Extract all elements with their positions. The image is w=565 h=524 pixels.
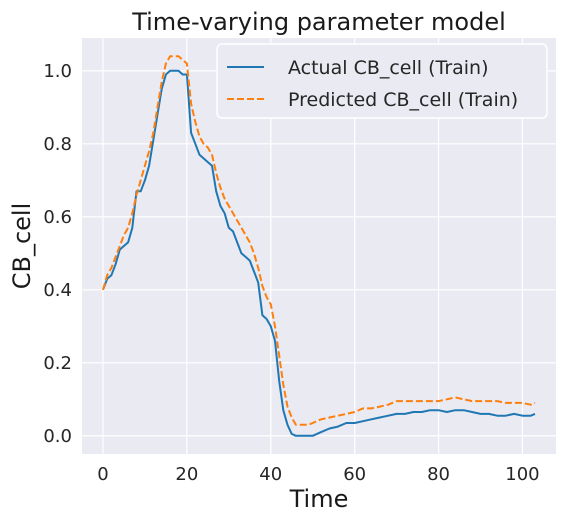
legend-box (216, 43, 548, 119)
y-tick-label: 0.6 (43, 207, 72, 228)
y-axis-label: CB_cell (8, 203, 36, 290)
chart-title: Time-varying parameter model (131, 8, 506, 36)
legend: Actual CB_cell (Train) Predicted CB_cell… (216, 43, 548, 119)
x-tick-label: 0 (97, 464, 108, 485)
x-tick-label: 80 (427, 464, 450, 485)
actual-series-line (102, 69, 536, 437)
series-layer (102, 55, 536, 437)
predicted-series-line (102, 55, 536, 426)
y-tick-label: 0.2 (43, 353, 72, 374)
legend-label-actual: Actual CB_cell (Train) (288, 57, 489, 79)
x-tick-label: 20 (175, 464, 198, 485)
x-tick-label: 100 (505, 464, 539, 485)
x-tick-label: 60 (343, 464, 366, 485)
tick-labels: 0 20 40 60 80 100 0.0 0.2 0.4 0.6 0.8 1.0 (43, 61, 539, 485)
y-tick-label: 0.8 (43, 134, 72, 155)
x-tick-label: 40 (259, 464, 282, 485)
y-tick-label: 0.4 (43, 280, 72, 301)
y-tick-label: 0.0 (43, 426, 72, 447)
legend-label-predicted: Predicted CB_cell (Train) (288, 89, 518, 111)
x-axis-label: Time (289, 485, 349, 513)
y-tick-label: 1.0 (43, 61, 72, 82)
